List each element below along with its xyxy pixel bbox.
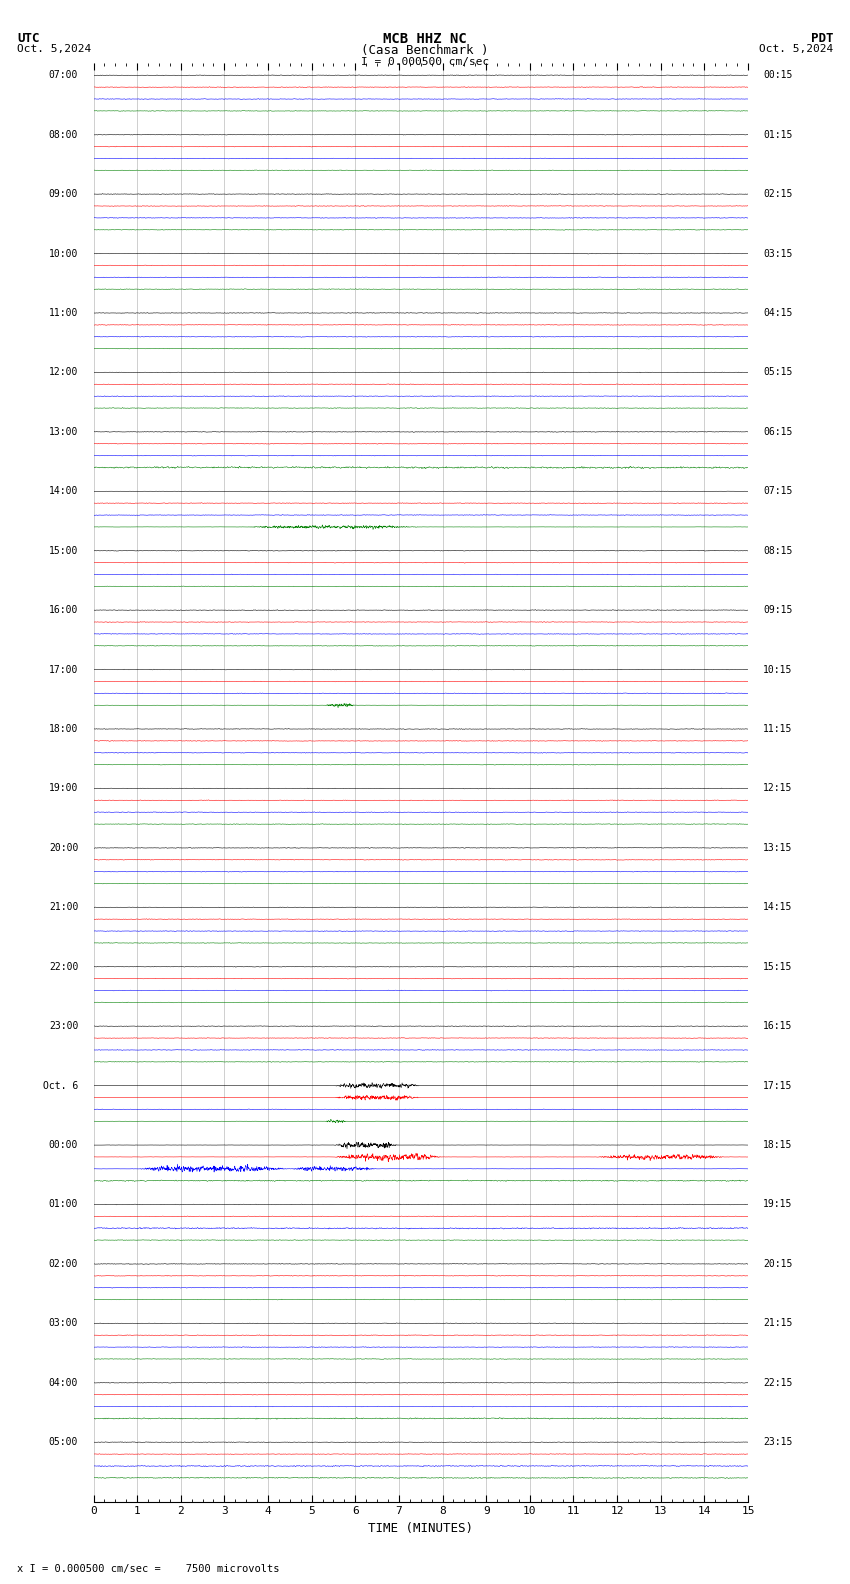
Text: MCB HHZ NC: MCB HHZ NC — [383, 32, 467, 46]
Text: 18:15: 18:15 — [763, 1140, 793, 1150]
Text: PDT: PDT — [811, 32, 833, 44]
Text: 03:00: 03:00 — [48, 1318, 78, 1329]
Text: 20:15: 20:15 — [763, 1259, 793, 1269]
Text: 21:00: 21:00 — [48, 903, 78, 912]
X-axis label: TIME (MINUTES): TIME (MINUTES) — [368, 1522, 473, 1535]
Text: 23:00: 23:00 — [48, 1022, 78, 1031]
Text: 16:15: 16:15 — [763, 1022, 793, 1031]
Text: UTC: UTC — [17, 32, 39, 44]
Text: 15:15: 15:15 — [763, 961, 793, 971]
Text: 08:00: 08:00 — [48, 130, 78, 139]
Text: 05:00: 05:00 — [48, 1437, 78, 1448]
Text: 11:00: 11:00 — [48, 307, 78, 318]
Text: x I = 0.000500 cm/sec =    7500 microvolts: x I = 0.000500 cm/sec = 7500 microvolts — [17, 1565, 280, 1574]
Text: 22:15: 22:15 — [763, 1378, 793, 1388]
Text: 15:00: 15:00 — [48, 546, 78, 556]
Text: 05:15: 05:15 — [763, 367, 793, 377]
Text: 14:00: 14:00 — [48, 486, 78, 496]
Text: 13:00: 13:00 — [48, 426, 78, 437]
Text: 09:15: 09:15 — [763, 605, 793, 615]
Text: 17:00: 17:00 — [48, 665, 78, 675]
Text: 16:00: 16:00 — [48, 605, 78, 615]
Text: I = 0.000500 cm/sec: I = 0.000500 cm/sec — [361, 57, 489, 67]
Text: 19:00: 19:00 — [48, 784, 78, 794]
Text: Oct. 5,2024: Oct. 5,2024 — [759, 44, 833, 54]
Text: Oct. 6: Oct. 6 — [43, 1080, 78, 1091]
Text: 00:15: 00:15 — [763, 70, 793, 81]
Text: 20:00: 20:00 — [48, 843, 78, 852]
Text: (Casa Benchmark ): (Casa Benchmark ) — [361, 44, 489, 57]
Text: 22:00: 22:00 — [48, 961, 78, 971]
Text: 02:15: 02:15 — [763, 188, 793, 200]
Text: 04:00: 04:00 — [48, 1378, 78, 1388]
Text: 07:15: 07:15 — [763, 486, 793, 496]
Text: 06:15: 06:15 — [763, 426, 793, 437]
Text: 03:15: 03:15 — [763, 249, 793, 258]
Text: 04:15: 04:15 — [763, 307, 793, 318]
Text: 17:15: 17:15 — [763, 1080, 793, 1091]
Text: 10:00: 10:00 — [48, 249, 78, 258]
Text: 23:15: 23:15 — [763, 1437, 793, 1448]
Text: 01:15: 01:15 — [763, 130, 793, 139]
Text: 21:15: 21:15 — [763, 1318, 793, 1329]
Text: Oct. 5,2024: Oct. 5,2024 — [17, 44, 91, 54]
Text: 10:15: 10:15 — [763, 665, 793, 675]
Text: 19:15: 19:15 — [763, 1199, 793, 1210]
Text: 13:15: 13:15 — [763, 843, 793, 852]
Text: 12:00: 12:00 — [48, 367, 78, 377]
Text: 14:15: 14:15 — [763, 903, 793, 912]
Text: 02:00: 02:00 — [48, 1259, 78, 1269]
Text: 00:00: 00:00 — [48, 1140, 78, 1150]
Text: 08:15: 08:15 — [763, 546, 793, 556]
Text: 01:00: 01:00 — [48, 1199, 78, 1210]
Text: 09:00: 09:00 — [48, 188, 78, 200]
Text: 12:15: 12:15 — [763, 784, 793, 794]
Text: 07:00: 07:00 — [48, 70, 78, 81]
Text: 18:00: 18:00 — [48, 724, 78, 733]
Text: 11:15: 11:15 — [763, 724, 793, 733]
